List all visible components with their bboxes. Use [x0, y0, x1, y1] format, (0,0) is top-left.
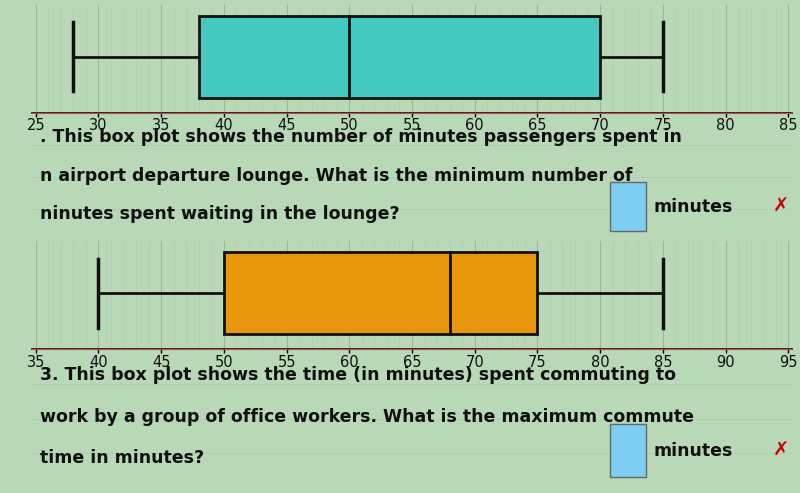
Text: minutes: minutes	[654, 198, 733, 215]
Bar	[610, 424, 646, 477]
Text: minutes: minutes	[654, 442, 733, 459]
Text: work by a group of office workers. What is the maximum commute: work by a group of office workers. What …	[40, 408, 694, 425]
Text: ✗: ✗	[773, 197, 789, 216]
Text: 3. This box plot shows the time (in minutes) spent commuting to: 3. This box plot shows the time (in minu…	[40, 366, 675, 384]
Bar	[610, 182, 646, 231]
Bar	[198, 16, 600, 98]
Text: . This box plot shows the number of minutes passengers spent in: . This box plot shows the number of minu…	[40, 128, 682, 146]
Text: ✗: ✗	[773, 441, 789, 460]
Bar	[224, 252, 538, 334]
Text: n airport departure lounge. What is the minimum number of: n airport departure lounge. What is the …	[40, 167, 632, 185]
Text: time in minutes?: time in minutes?	[40, 449, 204, 467]
Text: ninutes spent waiting in the lounge?: ninutes spent waiting in the lounge?	[40, 206, 399, 223]
